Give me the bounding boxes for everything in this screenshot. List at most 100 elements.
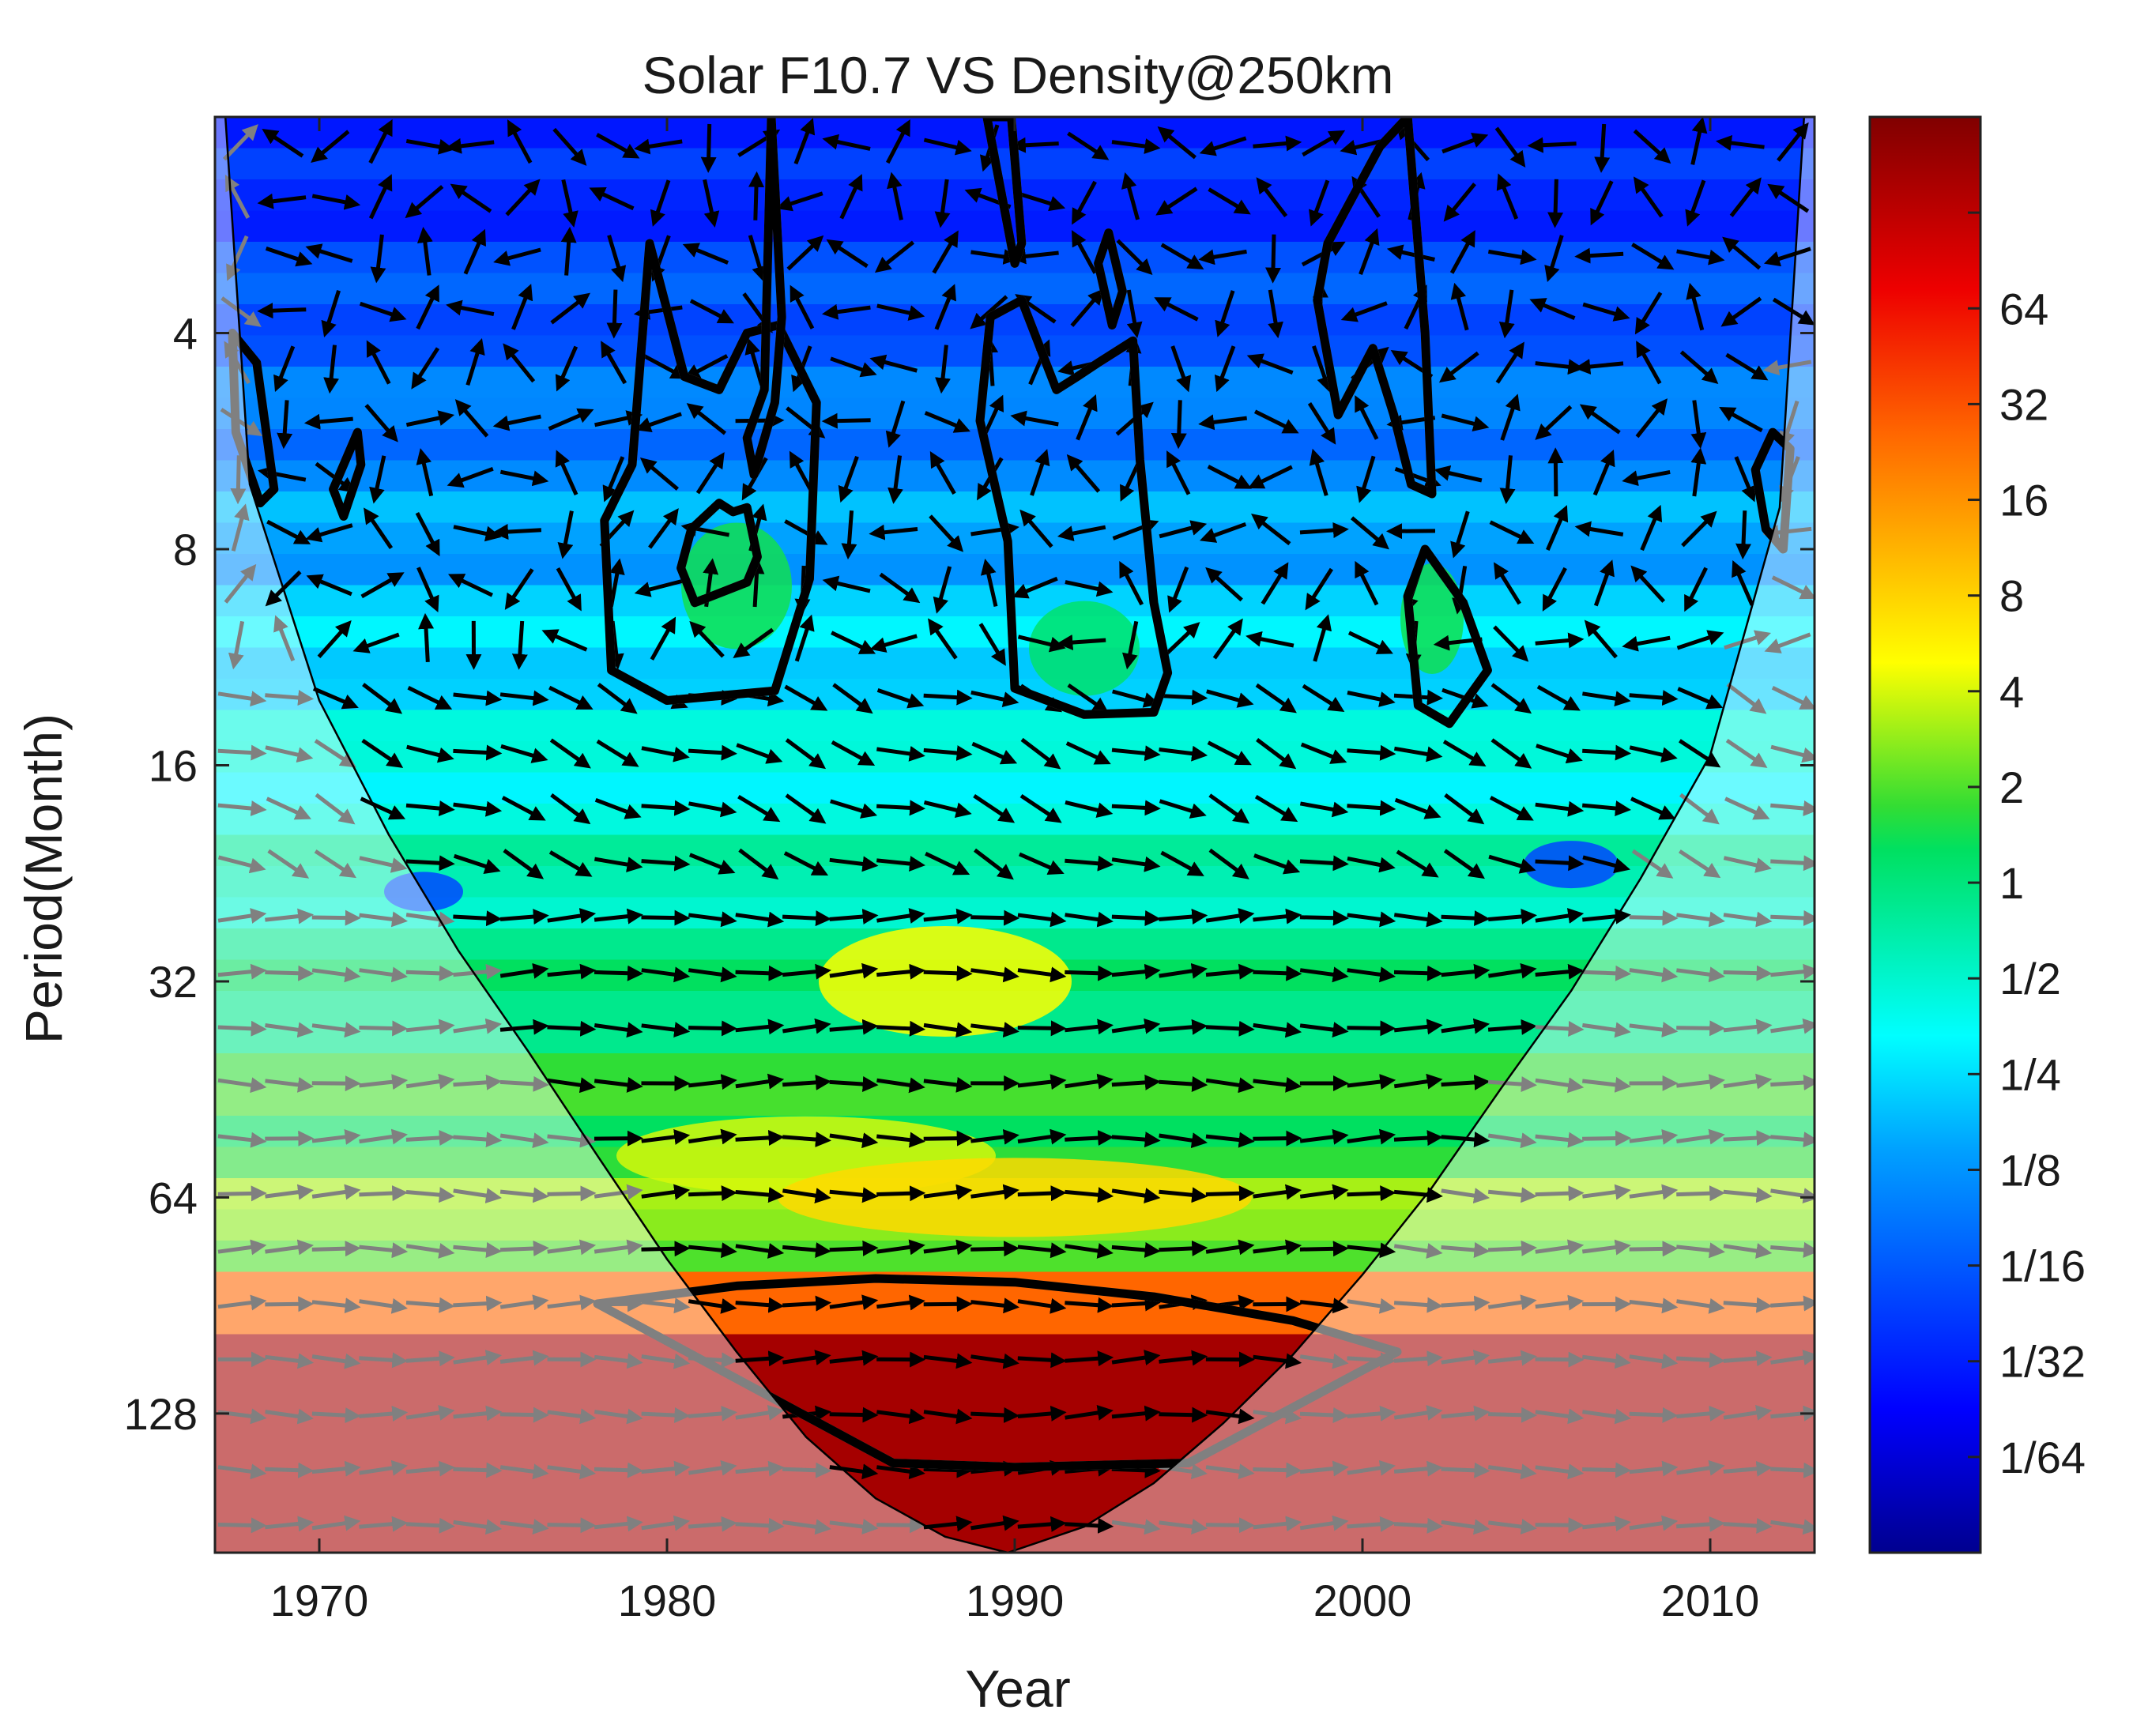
phase-arrow	[1582, 855, 1630, 874]
phase-arrow	[1487, 1132, 1537, 1149]
phase-arrow	[217, 1517, 267, 1534]
phase-arrow	[971, 741, 1018, 765]
phase-arrow	[1154, 297, 1199, 322]
phase-arrow	[923, 1516, 973, 1532]
phase-arrow	[594, 857, 643, 872]
phase-arrow	[453, 1242, 503, 1258]
phase-arrow	[1547, 179, 1564, 228]
phase-arrow	[217, 691, 267, 707]
phase-arrow	[641, 1184, 691, 1200]
phase-arrow	[1309, 179, 1330, 227]
phase-arrow	[782, 1519, 831, 1535]
phase-arrow	[682, 243, 729, 265]
phase-arrow	[1355, 395, 1379, 440]
phase-arrow	[1305, 567, 1334, 611]
phase-arrow	[594, 1184, 643, 1200]
phase-arrow	[499, 1463, 549, 1480]
phase-arrow	[1206, 689, 1254, 708]
phase-arrow	[1198, 249, 1247, 265]
x-tick-label: 1990	[966, 1576, 1065, 1625]
phase-arrow	[359, 1516, 409, 1532]
phase-arrow	[265, 247, 313, 267]
phase-arrow	[1443, 849, 1485, 879]
phase-arrow	[1205, 1132, 1255, 1148]
phase-arrow	[1170, 400, 1187, 450]
phase-arrow	[267, 849, 310, 879]
phase-arrow	[1018, 852, 1065, 876]
significance-contour	[329, 427, 366, 521]
phase-arrow	[688, 1242, 737, 1259]
phase-arrow	[830, 356, 877, 378]
phase-arrow	[262, 128, 304, 158]
phase-arrow	[1396, 849, 1439, 878]
phase-arrow	[266, 519, 311, 544]
phase-arrow	[1065, 1019, 1114, 1035]
phase-arrow	[265, 1462, 315, 1478]
phase-arrow	[830, 799, 878, 819]
phase-arrow	[1017, 1242, 1067, 1259]
phase-arrow	[369, 455, 386, 504]
phase-arrow	[1159, 520, 1208, 539]
phase-arrow	[735, 1187, 785, 1203]
phase-arrow	[935, 345, 951, 394]
phase-arrow	[1723, 911, 1773, 928]
phase-arrow	[785, 793, 827, 824]
phase-arrow	[1347, 1297, 1396, 1314]
phase-arrow	[265, 690, 315, 706]
phase-arrow	[1299, 801, 1349, 818]
phase-arrow	[1488, 962, 1537, 979]
phase-arrow	[688, 1185, 737, 1202]
phase-arrow	[1634, 292, 1663, 335]
colorbar-gradient	[1868, 115, 1982, 1554]
colorbar-tick-label: 1/64	[1999, 1433, 2086, 1482]
phase-arrow	[1690, 400, 1707, 450]
phase-arrow	[594, 797, 642, 819]
phase-arrow	[970, 1297, 1020, 1314]
phase-arrow	[453, 853, 501, 874]
phase-arrow	[1535, 1408, 1585, 1425]
phase-arrow	[1393, 1130, 1443, 1147]
phase-arrow	[1067, 683, 1109, 714]
phase-arrow	[1207, 740, 1252, 766]
phase-arrow	[315, 461, 356, 493]
phase-arrow	[311, 966, 361, 983]
phase-arrow	[1207, 465, 1252, 489]
phase-arrow	[748, 558, 765, 608]
phase-arrow	[1487, 1350, 1537, 1366]
phase-arrow	[405, 1517, 455, 1534]
phase-arrow	[1299, 1515, 1349, 1531]
phase-arrow	[311, 1022, 361, 1038]
phase-arrow	[1762, 524, 1812, 540]
phase-arrow	[744, 337, 764, 386]
phase-arrow	[1763, 247, 1811, 267]
phase-arrow	[1679, 849, 1721, 879]
phase-arrow	[832, 683, 873, 714]
phase-arrow	[1690, 117, 1708, 165]
phase-arrow	[876, 1408, 925, 1425]
phase-arrow	[1017, 1405, 1067, 1422]
phase-arrow	[503, 849, 545, 879]
y-tick-label: 32	[149, 957, 198, 1007]
phase-arrow	[1442, 740, 1487, 766]
phase-arrow	[601, 341, 627, 385]
phase-arrow	[499, 1350, 549, 1366]
phase-arrow	[555, 345, 578, 392]
phase-arrow	[1723, 856, 1772, 873]
phase-arrow	[735, 965, 785, 981]
phase-arrow	[511, 620, 528, 670]
phase-arrow	[821, 303, 871, 320]
phase-arrow	[1494, 126, 1526, 168]
phase-arrow	[641, 1407, 691, 1424]
phase-arrow	[1629, 909, 1679, 926]
power-band	[215, 491, 1815, 524]
phase-arrow	[1159, 689, 1208, 706]
phase-arrow	[548, 408, 594, 431]
phase-arrow	[257, 303, 307, 319]
phase-arrow	[405, 1297, 455, 1313]
phase-arrow	[1438, 351, 1479, 383]
phase-arrow	[1205, 1020, 1255, 1037]
phase-arrow	[1205, 1185, 1255, 1202]
phase-arrow	[688, 853, 736, 875]
phase-arrow	[1065, 1405, 1114, 1421]
phase-arrow	[1767, 183, 1810, 213]
